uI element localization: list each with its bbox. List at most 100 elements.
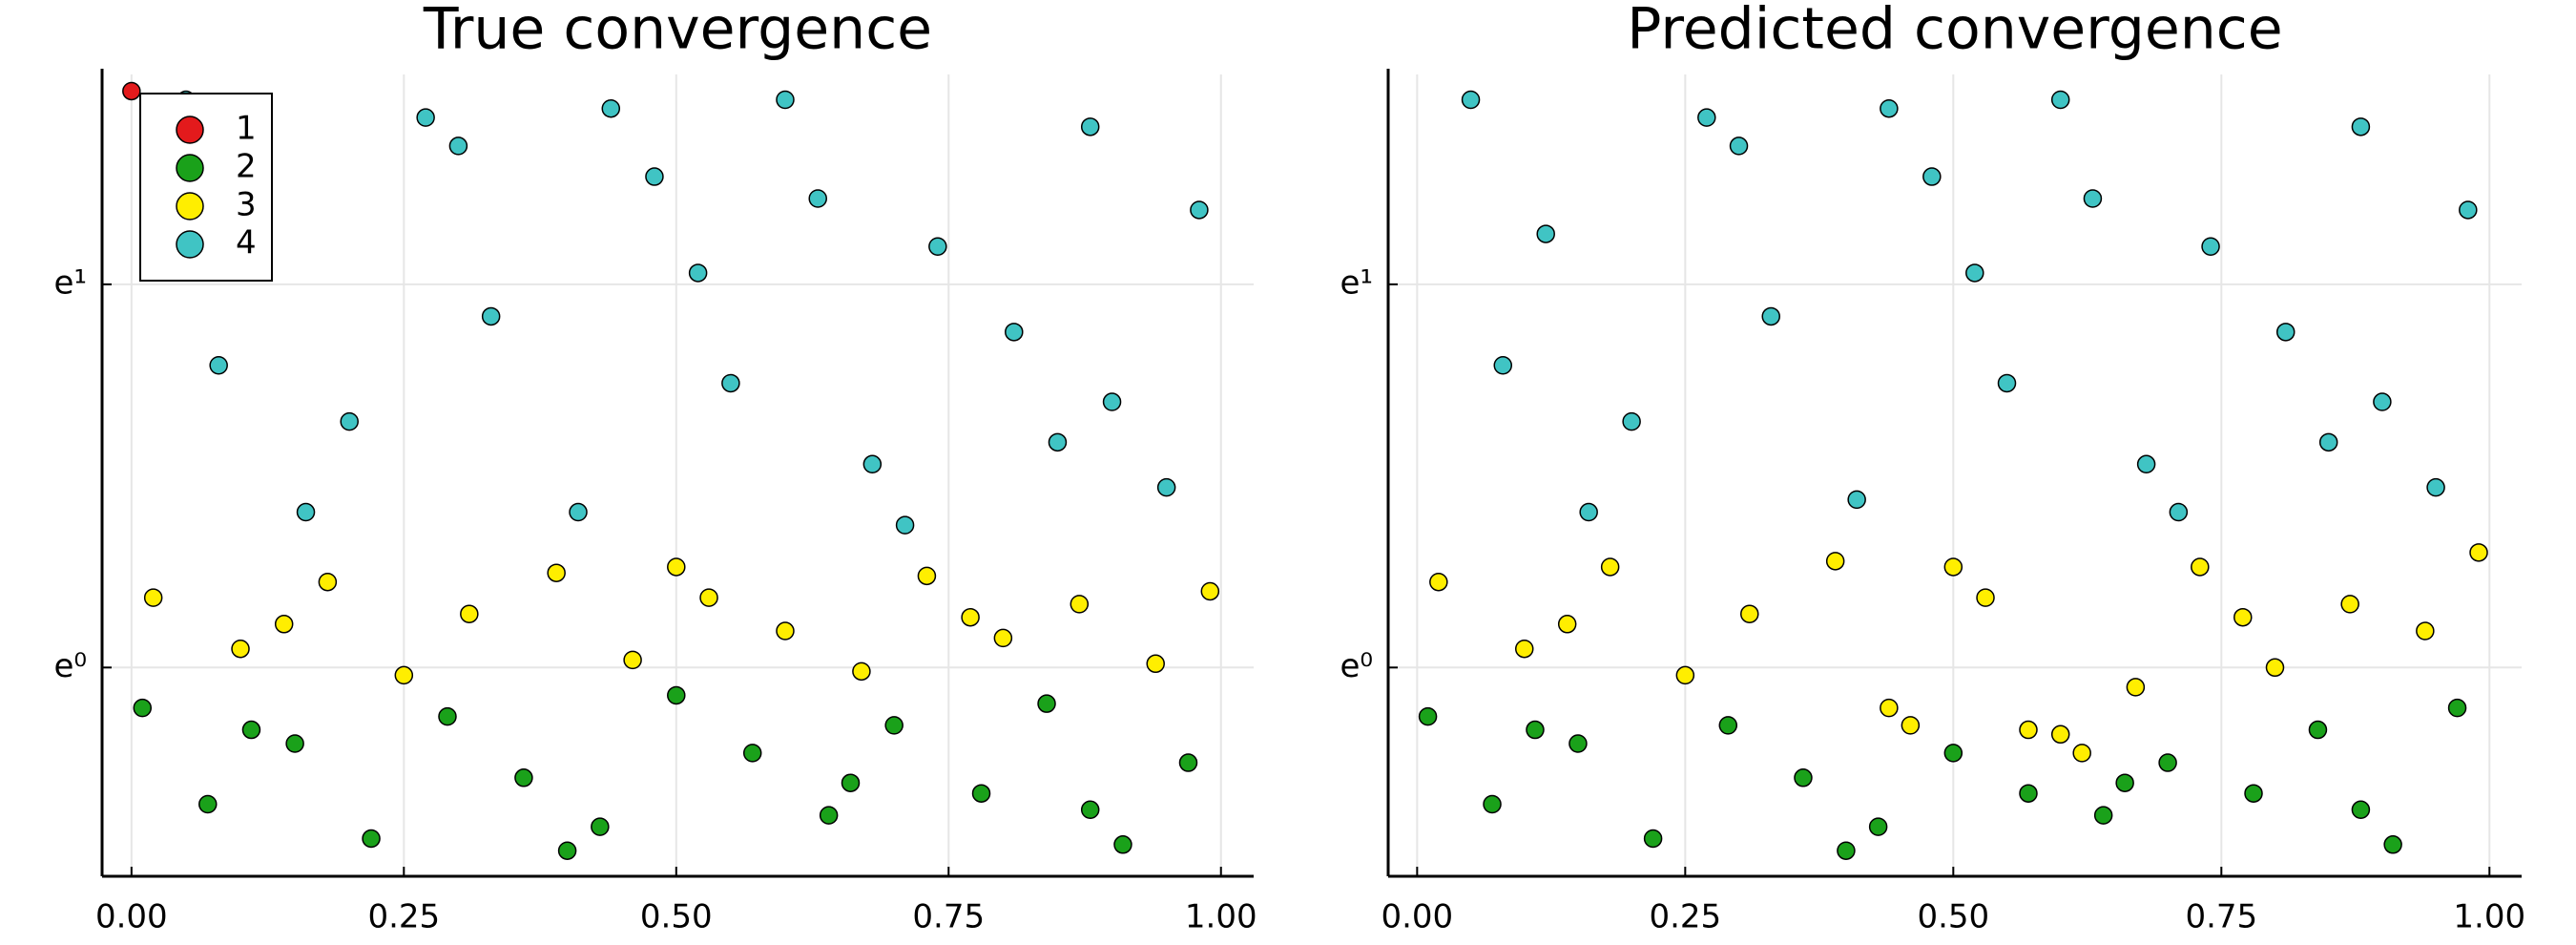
- point: [1943, 744, 1963, 763]
- x-tick-label: 1.00: [2453, 898, 2525, 936]
- point: [1729, 136, 1749, 156]
- point: [1070, 595, 1090, 614]
- point: [438, 706, 457, 726]
- point: [884, 716, 904, 735]
- point: [2136, 454, 2156, 474]
- point: [667, 685, 686, 705]
- point: [2019, 784, 2038, 803]
- point: [2308, 720, 2328, 740]
- point: [1794, 768, 1813, 788]
- point: [1997, 373, 2017, 393]
- y-tick-label: e¹: [53, 263, 87, 302]
- point: [1493, 356, 1513, 375]
- point: [1190, 200, 1209, 220]
- point: [2340, 595, 2359, 614]
- point: [547, 563, 566, 582]
- x-tick-label: 0.00: [95, 898, 168, 936]
- point: [852, 662, 871, 682]
- point: [699, 588, 718, 607]
- point: [1429, 572, 1448, 592]
- point: [2169, 502, 2189, 522]
- point: [667, 557, 686, 577]
- point: [1037, 694, 1056, 713]
- point: [895, 515, 915, 535]
- point: [1880, 698, 1899, 718]
- point: [1643, 829, 1663, 849]
- point: [231, 639, 250, 659]
- point: [1847, 490, 1866, 510]
- point: [318, 572, 338, 592]
- point: [1418, 706, 1438, 726]
- x-tick-label: 0.75: [2185, 898, 2257, 936]
- point: [481, 306, 501, 326]
- point: [2158, 753, 2177, 772]
- point: [2373, 392, 2392, 411]
- point: [285, 734, 304, 753]
- legend-label: 3: [236, 186, 257, 224]
- point: [623, 650, 642, 670]
- point: [143, 588, 163, 607]
- point: [1837, 841, 1856, 860]
- point: [1579, 502, 1598, 522]
- legend-marker: [176, 116, 204, 144]
- point: [460, 604, 479, 623]
- point: [1976, 588, 1995, 607]
- point: [2275, 323, 2296, 342]
- point: [742, 744, 762, 763]
- point: [1102, 392, 1122, 411]
- point: [1146, 654, 1165, 674]
- point: [198, 794, 218, 814]
- point: [591, 817, 610, 836]
- point: [1740, 604, 1759, 623]
- y-tick-label: e⁰: [53, 647, 87, 685]
- point: [133, 698, 153, 718]
- point: [209, 356, 228, 375]
- point: [340, 411, 359, 431]
- point: [2050, 90, 2070, 110]
- point: [2201, 237, 2220, 256]
- point: [2351, 117, 2371, 136]
- point: [2469, 543, 2488, 562]
- point: [557, 841, 577, 860]
- point: [569, 502, 588, 522]
- point: [394, 665, 414, 685]
- point: [2115, 773, 2134, 792]
- point: [362, 829, 381, 849]
- point: [1080, 800, 1100, 820]
- point: [1868, 817, 1888, 836]
- point: [1526, 720, 1545, 740]
- point: [2265, 658, 2285, 678]
- point: [1965, 263, 1984, 283]
- legend-label: 2: [236, 148, 257, 186]
- point: [416, 108, 435, 127]
- point: [776, 90, 795, 110]
- point: [721, 373, 740, 393]
- point: [1005, 323, 1024, 342]
- point: [1514, 639, 1534, 659]
- point: [993, 628, 1013, 648]
- point: [862, 454, 883, 474]
- legend-marker: [176, 192, 204, 220]
- legend-label: 1: [236, 110, 257, 148]
- point: [808, 189, 827, 208]
- chart-title: True convergence: [423, 0, 932, 63]
- point: [1622, 411, 1641, 431]
- point: [1675, 665, 1695, 685]
- panel: True convergence e⁰ e¹ 0.00 0.25 0.50 0.75 1.00…: [53, 0, 1257, 936]
- point: [1718, 716, 1738, 735]
- point: [1178, 753, 1198, 772]
- x-tick-label: 0.00: [1381, 898, 1453, 936]
- point: [1113, 835, 1132, 854]
- x-tick-label: 0.25: [367, 898, 440, 936]
- point: [2426, 477, 2445, 497]
- x-tick-label: 0.50: [640, 898, 713, 936]
- point: [448, 136, 468, 156]
- point: [645, 167, 664, 186]
- x-tick-label: 0.75: [912, 898, 985, 936]
- point: [1536, 224, 1555, 243]
- point: [241, 720, 261, 740]
- y-tick-label: e¹: [1340, 263, 1373, 302]
- legend-marker: [176, 154, 204, 182]
- point: [1761, 306, 1780, 326]
